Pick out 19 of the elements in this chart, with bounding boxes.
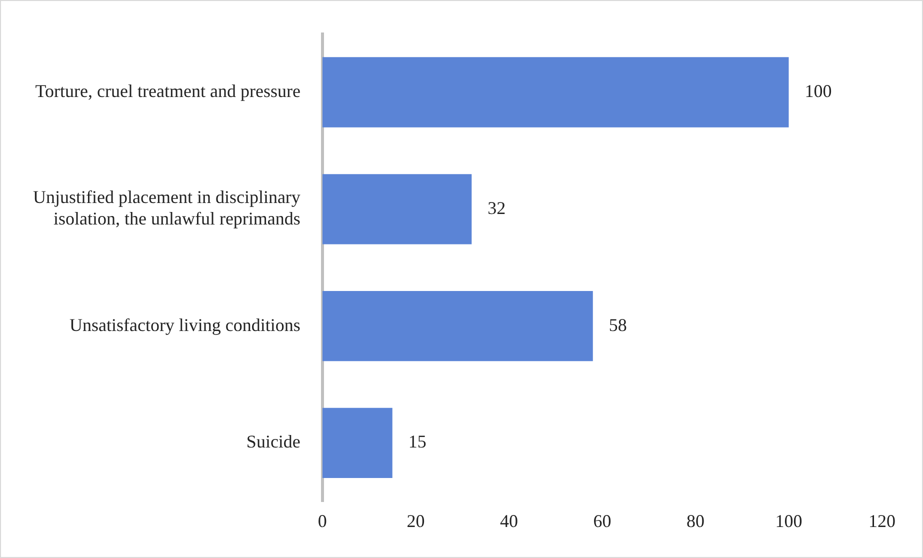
data-label: 100 — [804, 80, 832, 101]
x-tick-label: 0 — [318, 510, 327, 531]
x-tick-label: 100 — [775, 510, 802, 531]
x-tick-label: 80 — [686, 510, 704, 531]
x-tick-label: 60 — [593, 510, 612, 531]
data-label: 15 — [408, 432, 426, 452]
data-label: 32 — [488, 198, 506, 218]
bar — [322, 174, 472, 244]
data-label: 58 — [608, 314, 627, 335]
bar — [322, 57, 789, 128]
y-tick-label: Torture, cruel treatment and pressure — [35, 80, 300, 101]
x-tick-label: 120 — [868, 510, 896, 531]
x-tick-label: 40 — [500, 510, 518, 531]
x-tick-label: 20 — [406, 510, 425, 531]
y-tick-label: Unsatisfactory living conditions — [69, 314, 300, 335]
y-tick-label: Suicide — [246, 432, 300, 452]
y-tick-label: Unjustified placement in disciplinary isolation, the unlawful reprimands — [32, 187, 300, 229]
bar — [322, 290, 593, 362]
bar — [322, 408, 392, 478]
